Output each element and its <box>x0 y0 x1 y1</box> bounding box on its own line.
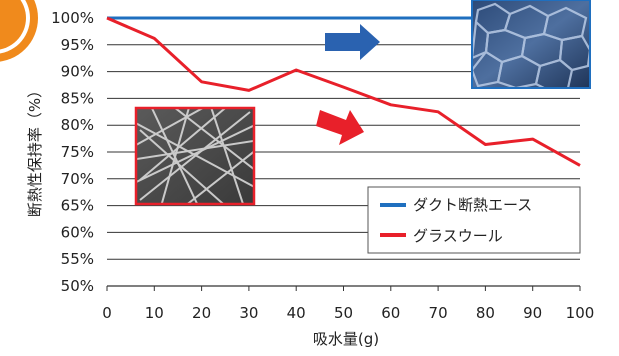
x-tick-label: 50 <box>334 304 353 322</box>
x-tick-label: 30 <box>239 304 258 322</box>
y-tick-label: 75% <box>61 143 94 161</box>
y-tick-label: 95% <box>61 36 94 54</box>
x-axis: 0 10 20 30 40 50 60 70 80 90 100 <box>102 286 594 322</box>
y-tick-label: 85% <box>61 89 94 107</box>
y-tick-label: 80% <box>61 116 94 134</box>
glass-fiber-photo <box>130 104 260 210</box>
foam-cell-photo <box>472 0 590 90</box>
badge-icon <box>0 0 38 62</box>
y-tick-label: 65% <box>61 197 94 215</box>
y-tick-label: 60% <box>61 223 94 241</box>
y-tick-label: 55% <box>61 250 94 268</box>
x-tick-label: 80 <box>476 304 495 322</box>
x-tick-label: 100 <box>566 304 595 322</box>
x-tick-label: 90 <box>523 304 542 322</box>
y-tick-label: 90% <box>61 63 94 81</box>
x-axis-title: 吸水量(g) <box>313 330 379 348</box>
x-tick-label: 20 <box>192 304 211 322</box>
legend-label-duct: ダクト断熱エース <box>413 196 532 214</box>
y-tick-label: 50% <box>61 277 94 295</box>
x-tick-label: 40 <box>287 304 306 322</box>
y-tick-label: 70% <box>61 170 94 188</box>
y-tick-label: 100% <box>51 9 94 27</box>
legend-label-glasswool: グラスウール <box>413 227 503 245</box>
y-axis-title: 断熱性保持率（%） <box>26 83 44 217</box>
y-axis: 50% 55% 60% 65% 70% 75% 80% 85% 90% 95% 100% <box>51 9 94 295</box>
x-tick-label: 70 <box>429 304 448 322</box>
blue-arrow-icon <box>325 24 380 60</box>
red-arrow-icon <box>316 110 364 145</box>
x-tick-label: 60 <box>381 304 400 322</box>
x-tick-label: 0 <box>102 304 112 322</box>
legend: ダクト断熱エース グラスウール <box>368 187 580 253</box>
x-tick-label: 10 <box>145 304 164 322</box>
